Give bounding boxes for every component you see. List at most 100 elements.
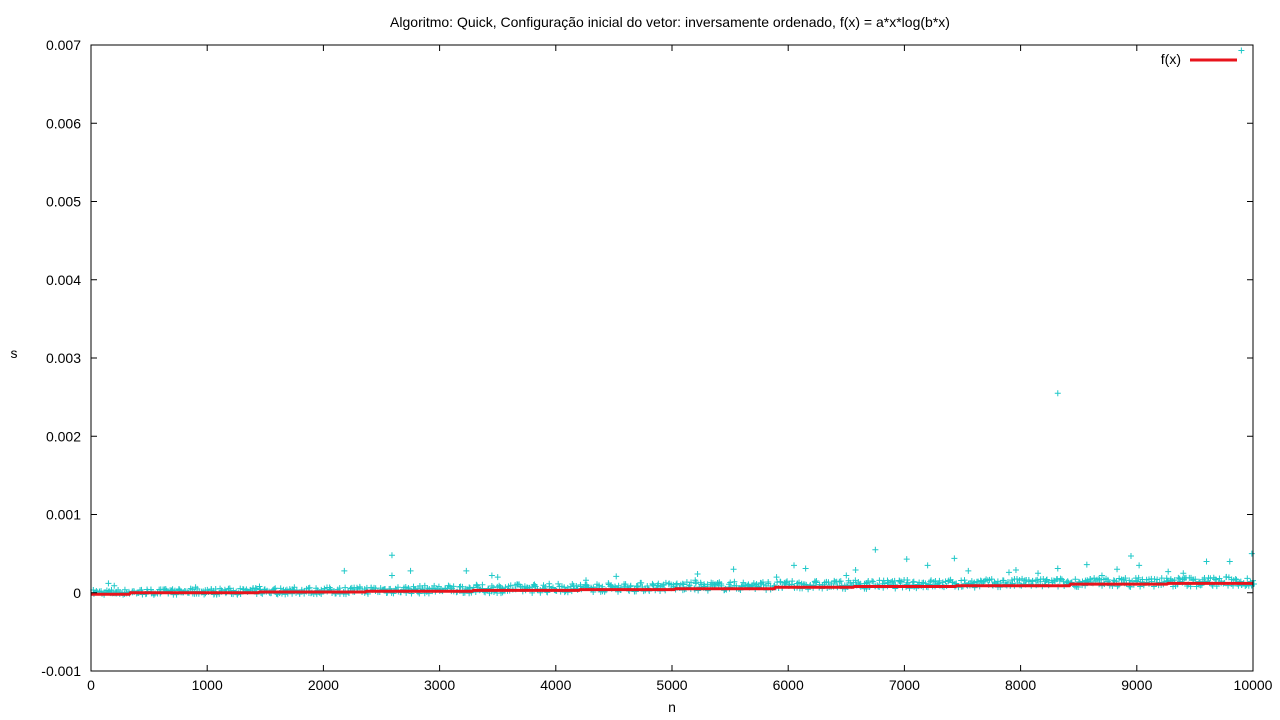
data-point — [111, 582, 118, 589]
data-point — [1238, 47, 1245, 54]
data-point — [759, 579, 766, 586]
data-point — [872, 546, 879, 553]
data-point — [897, 578, 904, 585]
data-point — [813, 579, 820, 586]
data-point — [1050, 577, 1057, 584]
x-axis-label: n — [668, 699, 676, 715]
data-point — [777, 579, 784, 586]
data-point — [852, 567, 859, 574]
x-tick-label: 9000 — [1121, 677, 1152, 693]
data-point — [108, 586, 115, 593]
data-point — [727, 579, 734, 586]
data-point — [1014, 576, 1020, 583]
data-point — [1054, 390, 1061, 397]
data-point — [1084, 577, 1091, 584]
data-point — [1136, 562, 1143, 569]
data-point — [680, 581, 687, 588]
x-tick-label: 7000 — [889, 677, 920, 693]
data-point — [494, 574, 501, 581]
x-tick-label: 10000 — [1234, 677, 1273, 693]
data-point — [1226, 558, 1233, 565]
data-point — [277, 585, 284, 592]
data-point — [1114, 566, 1121, 573]
x-tick-label: 6000 — [773, 677, 804, 693]
data-point — [1064, 578, 1071, 585]
data-point — [1012, 567, 1019, 574]
data-point — [673, 580, 680, 587]
data-point — [1072, 576, 1079, 583]
data-point — [1203, 558, 1210, 565]
chart-title: Algoritmo: Quick, Configuração inicial d… — [390, 14, 950, 30]
x-tick-label: 3000 — [424, 677, 455, 693]
y-tick-label: 0.007 — [46, 37, 81, 53]
data-point — [1016, 577, 1023, 584]
data-point — [252, 585, 259, 592]
data-point — [1175, 574, 1182, 581]
data-point — [1087, 576, 1094, 582]
y-tick-label: 0.006 — [46, 115, 81, 131]
data-point — [961, 577, 968, 584]
data-point — [1008, 577, 1015, 584]
data-point — [650, 581, 657, 588]
data-point — [1104, 576, 1111, 583]
data-point — [1244, 575, 1251, 582]
data-point — [388, 572, 395, 579]
data-point — [1053, 576, 1060, 583]
data-point — [662, 579, 669, 586]
data-point — [474, 582, 481, 589]
data-point — [836, 578, 843, 585]
y-tick-label: 0.002 — [46, 428, 81, 444]
data-point — [463, 567, 470, 574]
data-point — [622, 581, 629, 588]
data-point — [1054, 565, 1061, 572]
data-point — [1037, 578, 1044, 585]
data-point — [688, 579, 695, 586]
x-tick-label: 0 — [87, 677, 95, 693]
data-point — [679, 580, 686, 587]
data-point — [904, 577, 911, 584]
data-point — [1091, 575, 1098, 582]
data-point — [1034, 576, 1041, 583]
data-point — [555, 580, 562, 587]
data-point — [1005, 569, 1012, 576]
data-point — [546, 580, 553, 587]
data-point — [176, 586, 183, 593]
data-point — [435, 583, 442, 590]
data-point — [791, 562, 798, 569]
fit-line — [91, 581, 1253, 596]
data-point — [843, 572, 850, 579]
data-point — [1122, 575, 1129, 582]
data-point — [951, 555, 958, 562]
data-point — [897, 579, 904, 586]
data-point — [638, 579, 645, 586]
data-point — [356, 583, 363, 590]
data-point — [1110, 577, 1117, 584]
data-point — [692, 577, 699, 584]
axis-ticks: 0 1000 2000 3000 4000 5000 6000 7000 8000 9000 100… — [41, 37, 1272, 693]
data-point — [388, 552, 395, 559]
data-point — [939, 579, 946, 586]
x-tick-label: 5000 — [656, 677, 687, 693]
data-point — [784, 578, 791, 585]
data-point — [888, 578, 895, 585]
data-point — [796, 579, 803, 586]
data-point — [291, 584, 298, 591]
data-point — [1133, 577, 1140, 584]
data-point — [1057, 575, 1064, 582]
plot-frame — [90, 44, 1254, 672]
data-point — [773, 574, 780, 581]
x-tick-label: 8000 — [1005, 677, 1036, 693]
data-point — [949, 579, 956, 586]
data-point — [965, 567, 972, 574]
data-point — [336, 585, 343, 592]
data-point — [1233, 576, 1240, 583]
data-point — [869, 578, 876, 585]
data-point — [1232, 575, 1239, 582]
data-point — [1176, 575, 1183, 582]
scatter-points — [90, 47, 1257, 598]
data-point — [105, 580, 112, 587]
data-point — [1000, 577, 1007, 584]
data-point — [760, 581, 767, 588]
y-tick-label: 0.004 — [46, 272, 81, 288]
